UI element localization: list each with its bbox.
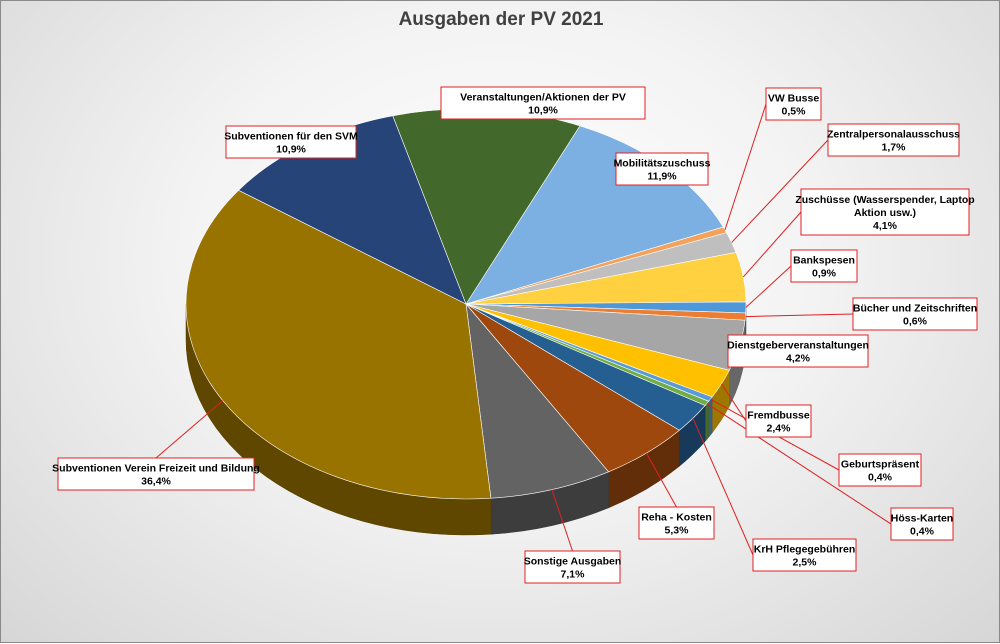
leader-line-bankspesen: [746, 266, 791, 307]
data-label-name: Subventionen Verein Freizeit und Bildung: [52, 463, 260, 475]
data-label-name: Veranstaltungen/Aktionen der PV: [460, 92, 626, 104]
data-label-value: 7,1%: [561, 569, 586, 581]
data-label-value: 2,4%: [767, 423, 792, 435]
data-label-name: Fremdbusse: [747, 410, 810, 422]
data-label-name: Bankspesen: [793, 255, 855, 267]
leader-line-subventionen-verein-freizeit-und-bildung: [156, 401, 223, 458]
data-label-value: 1,7%: [882, 142, 907, 154]
data-label-value: 0,4%: [910, 526, 935, 538]
data-label-value: 5,3%: [665, 525, 690, 537]
data-label-value: 10,9%: [276, 144, 306, 156]
data-label-value: 11,9%: [647, 171, 677, 183]
data-label-value: 4,2%: [786, 353, 811, 365]
data-label-name: Dienstgeberveranstaltungen: [727, 340, 869, 352]
data-label-subventionen-verein-freizeit-und-bildung: Subventionen Verein Freizeit und Bildung…: [52, 458, 260, 490]
data-label-name: Mobilitätszuschuss: [614, 158, 711, 170]
data-label-value: 0,6%: [903, 316, 928, 328]
data-label-name: Geburtspräsent: [841, 459, 920, 471]
leader-line-vw-busse: [725, 104, 766, 230]
data-label-name: Reha - Kosten: [641, 512, 712, 524]
data-label-value: 0,5%: [782, 106, 807, 118]
data-label-name: Subventionen für den SVM: [224, 131, 358, 143]
data-label-name: VW Busse: [768, 93, 820, 105]
data-label-name: Zuschüsse (Wasserspender, Laptop: [795, 194, 974, 206]
data-label-name: Aktion usw.): [854, 207, 916, 219]
leader-line-b-cher-und-zeitschriften: [745, 314, 853, 317]
data-label-value: 4,1%: [873, 220, 898, 232]
data-label-name: KrH Pflegegebühren: [754, 544, 856, 556]
slice-side-geburtspr-sent: [709, 397, 712, 437]
data-label-value: 0,4%: [868, 472, 893, 484]
data-label-name: Zentralpersonalausschuss: [827, 129, 960, 141]
data-label-value: 2,5%: [793, 557, 818, 569]
slice-side-h-ss-karten: [705, 401, 709, 441]
data-label-name: Höss-Karten: [891, 513, 953, 525]
data-label-value: 36,4%: [141, 476, 171, 488]
chart-title: Ausgaben der PV 2021: [399, 9, 604, 30]
data-label-value: 0,9%: [812, 268, 837, 280]
data-label-name: Bücher und Zeitschriften: [853, 303, 977, 315]
data-label-value: 10,9%: [528, 105, 558, 117]
data-label-name: Sonstige Ausgaben: [524, 556, 622, 568]
